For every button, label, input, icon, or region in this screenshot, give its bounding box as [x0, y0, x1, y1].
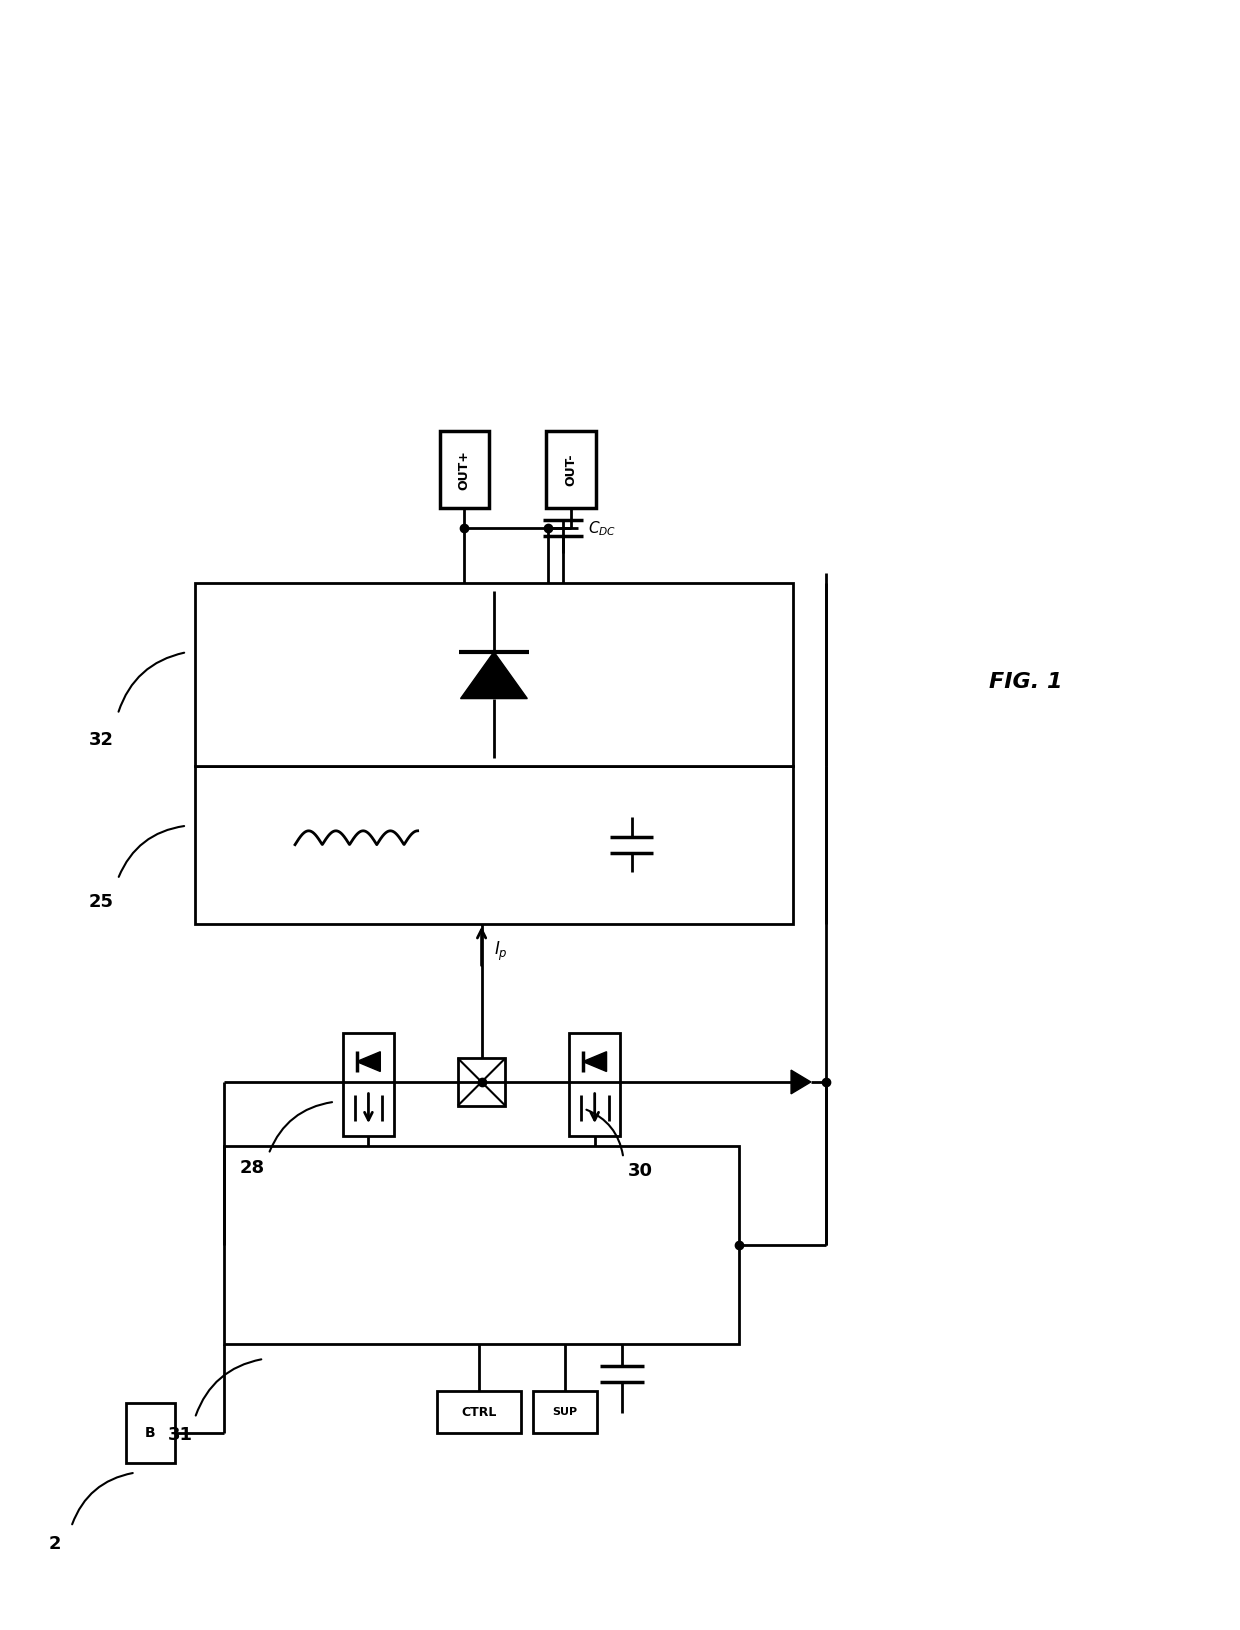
Polygon shape — [791, 1071, 811, 1094]
Bar — [569, 1032, 620, 1136]
Bar — [458, 1058, 505, 1105]
Bar — [195, 582, 794, 766]
Text: OUT+: OUT+ — [458, 450, 471, 491]
Text: 31: 31 — [167, 1426, 192, 1444]
Bar — [342, 1032, 394, 1136]
Polygon shape — [460, 652, 527, 699]
Text: B: B — [145, 1426, 156, 1439]
Bar — [533, 1392, 598, 1433]
Bar — [436, 1392, 521, 1433]
Polygon shape — [583, 1051, 606, 1071]
Bar — [224, 1146, 739, 1345]
Text: 28: 28 — [239, 1159, 264, 1177]
Bar — [439, 432, 489, 509]
Text: SUP: SUP — [553, 1407, 578, 1416]
Text: 30: 30 — [627, 1162, 652, 1180]
Text: FIG. 1: FIG. 1 — [988, 672, 1063, 691]
Text: OUT-: OUT- — [564, 453, 578, 486]
Bar — [547, 432, 595, 509]
Text: 32: 32 — [88, 730, 113, 748]
Text: 2: 2 — [48, 1535, 61, 1553]
Text: $I_p$: $I_p$ — [495, 941, 508, 963]
Text: 25: 25 — [88, 893, 113, 911]
Bar — [195, 766, 794, 924]
Text: $C_{DC}$: $C_{DC}$ — [588, 518, 616, 538]
Text: CTRL: CTRL — [461, 1405, 497, 1418]
Polygon shape — [357, 1051, 381, 1071]
Bar — [125, 1403, 175, 1462]
